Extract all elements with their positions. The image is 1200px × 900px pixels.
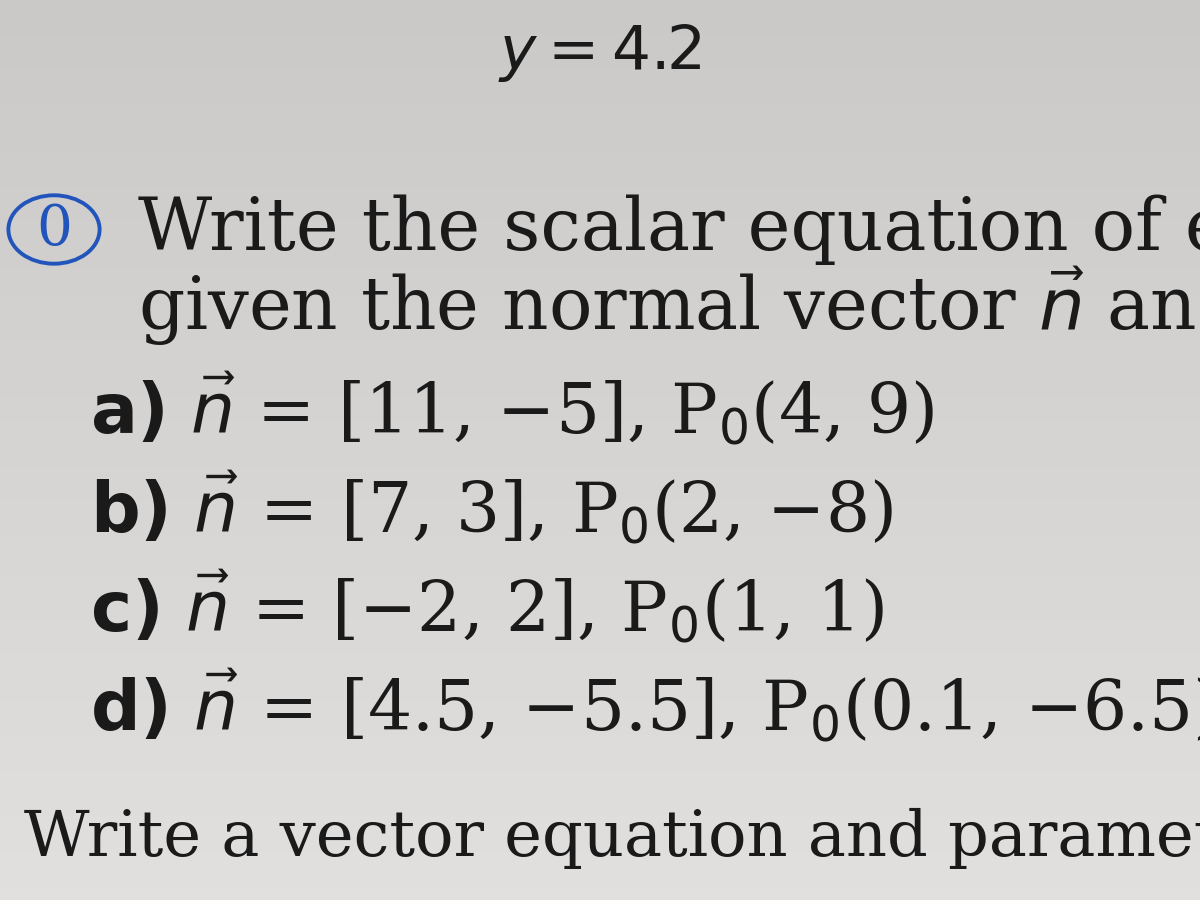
Text: Write the scalar equation of each line: Write the scalar equation of each line (138, 194, 1200, 265)
Text: $\mathbf{a)}$ $\vec{n}$ = [11, $-$5], P$_0$(4, 9): $\mathbf{a)}$ $\vec{n}$ = [11, $-$5], P$… (90, 371, 935, 448)
Text: 0: 0 (36, 202, 72, 256)
Text: $\mathbf{d)}$ $\vec{n}$ = [4.5, $-$5.5], P$_0$(0.1, $-$6.5): $\mathbf{d)}$ $\vec{n}$ = [4.5, $-$5.5],… (90, 668, 1200, 745)
Text: $\mathbf{b)}$ $\vec{n}$ = [7, 3], P$_0$(2, $-$8): $\mathbf{b)}$ $\vec{n}$ = [7, 3], P$_0$(… (90, 470, 893, 547)
Text: Write a vector equation and parametri: Write a vector equation and parametri (24, 808, 1200, 869)
Text: given the normal vector $\vec{n}$ and point P$_0$.: given the normal vector $\vec{n}$ and po… (138, 265, 1200, 347)
Text: $\mathbf{c)}$ $\vec{n}$ = [$-$2, 2], P$_0$(1, 1): $\mathbf{c)}$ $\vec{n}$ = [$-$2, 2], P$_… (90, 569, 884, 646)
Text: $y = 4.2$: $y = 4.2$ (498, 22, 702, 85)
